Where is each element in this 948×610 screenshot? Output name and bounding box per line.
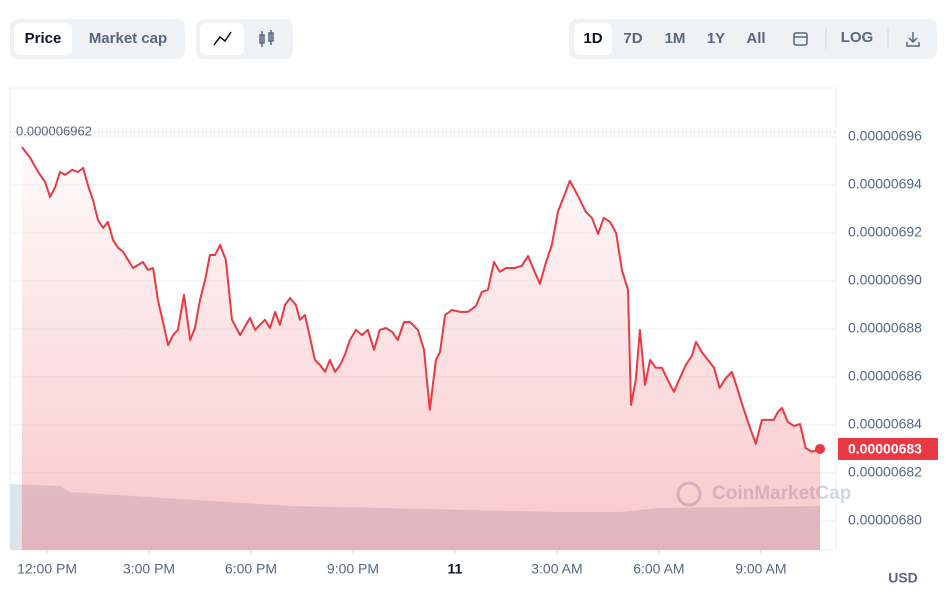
current-price-label: 0.00000683 (848, 441, 922, 457)
download-icon[interactable] (906, 32, 920, 47)
calendar-icon[interactable] (793, 32, 808, 46)
last-point (815, 443, 826, 454)
y-tick-label: 0.00000690 (848, 272, 922, 288)
candle-icon[interactable] (259, 30, 274, 47)
y-tick-label: 0.00000684 (848, 416, 922, 432)
x-tick-label: 6:00 PM (225, 561, 277, 577)
y-tick-label: 0.00000696 (848, 128, 922, 144)
price-line (21, 146, 821, 453)
range-selected[interactable] (574, 23, 612, 55)
toolbar: Price Market cap 1D 7D 1M 1Y All LOG (10, 19, 937, 59)
range-1d[interactable]: 1D (583, 30, 602, 47)
currency: USD (888, 570, 918, 586)
tab-price[interactable]: Price (25, 30, 62, 47)
log-button[interactable]: LOG (841, 29, 874, 46)
high-label: 0.000006962 (16, 124, 92, 139)
range-7d[interactable]: 7D (623, 30, 642, 47)
x-tick-label: 9:00 AM (735, 561, 786, 577)
range-all[interactable]: All (746, 30, 765, 47)
y-tick-label: 0.00000686 (848, 368, 922, 384)
tab-market-cap[interactable]: Market cap (89, 30, 167, 47)
x-tick-label: 12:00 PM (17, 561, 77, 577)
tab-selected[interactable] (14, 23, 72, 55)
x-tick-label: 3:00 AM (531, 561, 582, 577)
range-1m[interactable]: 1M (665, 30, 686, 47)
x-tick-label: 11 (448, 561, 463, 577)
current-price-box (838, 437, 938, 460)
plot (10, 131, 836, 550)
y-tick-label: 0.00000680 (848, 512, 922, 528)
x-tick-label: 6:00 AM (633, 561, 684, 577)
y-tick-label: 0.00000688 (848, 320, 922, 336)
x-tick-label: 3:00 PM (123, 561, 175, 577)
area (21, 147, 821, 550)
x-tick-label: 9:00 PM (327, 561, 379, 577)
y-tick-label: 0.00000692 (848, 224, 922, 240)
range-1y[interactable]: 1Y (707, 30, 725, 47)
y-tick-label: 0.00000682 (848, 464, 922, 480)
range-group (569, 19, 937, 59)
y-tick-label: 0.00000694 (848, 176, 922, 192)
line-icon (213, 31, 232, 46)
